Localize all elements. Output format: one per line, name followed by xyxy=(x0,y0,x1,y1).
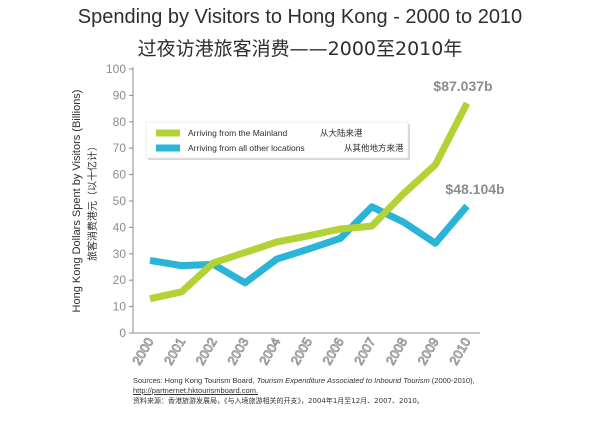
y-axis-title-chinese: 旅客消费港元（以十亿计） xyxy=(86,141,99,261)
x-tick-label: 2005 xyxy=(288,335,315,368)
legend-label: Arriving from all other locations xyxy=(188,143,305,153)
data-label-other: $48.104b xyxy=(445,181,504,197)
sources-link[interactable]: http://partnernet.hktourismboard.com. xyxy=(133,386,259,395)
legend-label-chinese: 从其他地方来港 xyxy=(344,143,404,154)
x-tick-label: 2002 xyxy=(193,335,220,368)
sources-report-title: Tourism Expenditure Associated to Inboun… xyxy=(256,376,430,385)
y-tick-label: 80 xyxy=(113,115,127,129)
legend: Arriving from the Mainland 从大陆来港 Arriving … xyxy=(145,121,410,160)
sources-note: Sources: Hong Kong Tourism Board, Touris… xyxy=(133,376,593,406)
y-axis-title: Hong Kong Dollars Spent by Visitors (Bil… xyxy=(71,90,83,313)
x-tick-label: 2008 xyxy=(383,335,410,368)
x-tick-label: 2001 xyxy=(161,335,188,368)
sources-chinese: 资料来源：香港旅游发展局，《与入境旅游相关的开支》，2004年1月至12月、20… xyxy=(133,397,424,405)
legend-label-chinese: 从大陆来港 xyxy=(320,128,363,139)
y-tick-label: 20 xyxy=(113,273,127,287)
sources-prefix: Sources: Hong Kong Tourism Board, xyxy=(133,376,257,385)
x-tick-label: 2003 xyxy=(224,335,251,368)
chart-title: Spending by Visitors to Hong Kong - 2000… xyxy=(77,6,523,28)
series-line-mainland xyxy=(149,101,471,303)
y-tick-label: 90 xyxy=(113,88,127,102)
sources-suffix: (2000-2010), xyxy=(429,376,475,385)
x-tick-label: 2007 xyxy=(351,335,378,368)
data-label-mainland: $87.037b xyxy=(433,78,492,94)
y-tick-label: 30 xyxy=(113,247,127,261)
x-tick-label: 2004 xyxy=(256,335,283,368)
y-tick-label: 50 xyxy=(113,194,127,208)
legend-label: Arriving from the Mainland xyxy=(188,128,287,138)
y-tick-label: 40 xyxy=(113,220,127,234)
y-tick-label: 0 xyxy=(119,326,126,340)
y-tick-label: 60 xyxy=(113,168,127,182)
x-tick-label: 2000 xyxy=(129,335,156,368)
chart-title-chinese: 过夜访港旅客消费——2000至2010年 xyxy=(137,38,463,60)
series-layer: $87.037b $48.104b xyxy=(149,78,505,303)
y-tick-label: 70 xyxy=(113,141,127,155)
x-tick-label: 2009 xyxy=(414,335,441,368)
legend-box xyxy=(145,121,409,159)
x-tick-label: 2010 xyxy=(446,335,473,368)
series-line-other xyxy=(149,203,470,287)
y-tick-label: 100 xyxy=(106,62,126,76)
y-tick-label: 10 xyxy=(113,300,127,314)
x-tick-label: 2006 xyxy=(319,335,346,368)
